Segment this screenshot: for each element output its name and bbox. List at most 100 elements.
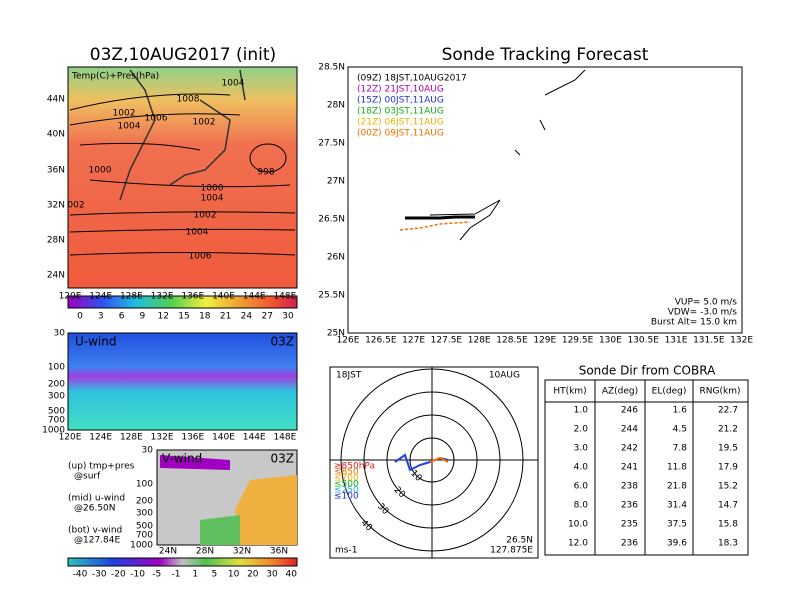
lon-label: 144E [243,292,266,302]
colorbar-label: 6 [119,312,125,322]
lon-label: 140E [212,292,235,302]
map-label: Temp(C)+Pres(hPa) [71,72,159,82]
table-title: Sonde Dir from COBRA [579,364,716,378]
colorbar-label: 3 [98,312,104,322]
lon-label: 124E [89,292,112,302]
lat-label: 28N [327,101,345,111]
hodo-lon: 127.875E [490,546,533,556]
note: (bot) v-wind [68,526,122,536]
hodo-level: ≤500 [334,480,359,490]
table-cell: 4.5 [673,425,687,435]
isobar-label: 1006 [189,252,212,262]
lat-label: 24N [159,547,177,557]
isobar-label: 1004 [118,122,141,132]
lon-label: 132E [730,336,753,346]
lon-label: 131.5E [693,336,725,346]
table-cell: 6.0 [574,482,589,492]
colorbar-label: -30 [92,570,107,580]
colorbar-label: -10 [130,570,145,580]
legend-entry: (21Z) 06JST,11AUG [357,118,444,128]
colorbar-label: 24 [241,312,253,322]
param: VUP= 5.0 m/s [675,298,738,308]
isobar-label: 1006 [145,114,168,124]
lon-label: 140E [212,433,235,443]
hodo-level: ≤850 [334,468,359,478]
pres-label: 200 [48,380,65,390]
lat-label: 25.5N [318,291,345,301]
note: (up) tmp+pres [68,462,135,472]
table-cell: 17.9 [718,463,738,473]
pres-label: 200 [136,497,153,507]
colorbar-label: 0 [77,312,83,322]
table-cell: 21.2 [718,425,738,435]
isobar [69,93,296,256]
table-cell: 22.7 [718,406,738,416]
lon-label: 129.5E [562,336,594,346]
isobar-label: 002 [67,201,84,211]
table-cell: 15.2 [718,482,738,492]
lat-label: 32N [47,201,65,211]
lon-label: 130.5E [627,336,659,346]
table-cell: 1.0 [574,406,589,416]
legend-entry: (18Z) 03JST,11AUG [357,107,444,117]
table-cell: 242 [621,444,638,454]
isobar-label: 1002 [194,211,217,221]
table-cell: 11.8 [667,463,687,473]
pres-label: 1000 [130,541,153,551]
lon-label: 128E [120,433,143,443]
table-cell: 236 [621,539,638,549]
u-wind-section [67,332,298,431]
colorbar-label: 27 [261,312,272,322]
legend-entry: (15Z) 00JST,11AUG [357,96,444,106]
colorbar-label: -1 [172,570,181,580]
lat-label: 28.5N [318,63,345,73]
isobar-label: 1008 [177,95,200,105]
isobar-label: 1002 [193,118,216,128]
table-cell: 15.8 [718,520,738,530]
lat-label: 26.5N [318,215,345,225]
lon-label: 127E [402,336,425,346]
table-cell: 238 [621,482,638,492]
isobar-label: 1004 [222,79,245,89]
lat-label: 27N [327,177,345,187]
colorbar-label: 15 [178,312,189,322]
hodo-lat: 26.5N [506,536,533,546]
note: @127.84E [74,536,120,546]
table-cell: 3.0 [574,444,589,454]
temp-colorbar [67,295,298,309]
lon-label: 120E [59,292,82,302]
lat-label: 36N [47,166,65,176]
lon-label: 148E [273,433,296,443]
table-cell: 39.6 [667,539,687,549]
colorbar-label: 30 [282,312,294,322]
lon-label: 130E [599,336,622,346]
panel-label: U-wind [75,335,116,349]
pres-label: 500 [136,522,153,532]
table-cell: 7.8 [673,444,688,454]
lat-label: 28N [47,236,65,246]
hodo-date: 10AUG [489,371,520,381]
pres-label: 700 [136,531,153,541]
lat-label: 24N [47,271,65,281]
colorbar-label: 10 [228,570,240,580]
hodo-level: ≤100 [334,492,359,502]
table-cell: 236 [621,501,638,511]
note: @26.50N [74,504,116,514]
hodo-time: 18JST [336,371,362,381]
table-cell: 21.8 [667,482,687,492]
lat-label: 36N [270,547,288,557]
hodo-level: ≥850hPa [334,462,375,472]
table-cell: 14.7 [718,501,738,511]
isobar-label: 1004 [201,194,224,204]
lon-label: 124E [89,433,112,443]
pres-label: 300 [136,509,153,519]
table-cell: 235 [621,520,638,530]
hodo-level: ≤250 [334,486,359,496]
lon-label: 128E [120,292,143,302]
pres-label: 1000 [42,426,65,436]
legend-entry: (00Z) 09JST,11AUG [357,129,444,139]
pres-label: 700 [48,416,65,426]
note: @surf [74,472,101,482]
table-header: RNG(km) [700,387,741,397]
track [405,215,475,220]
